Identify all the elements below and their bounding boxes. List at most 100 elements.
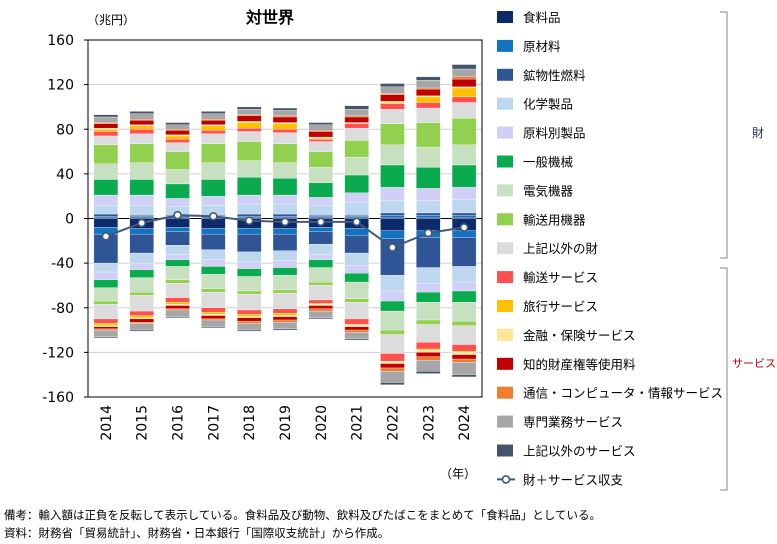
bar-segment (93, 326, 119, 330)
bar-segment (380, 187, 405, 201)
legend-item: 化学製品 (497, 97, 573, 112)
bar-segment (201, 307, 226, 313)
bar-segment (272, 289, 298, 294)
bar-segment (165, 245, 190, 255)
bar-segment (165, 254, 190, 260)
bar-segment (451, 237, 477, 267)
legend-item: 原料別製品 (497, 126, 586, 141)
bar-segment (344, 115, 369, 118)
legend-label: 財＋サービス収支 (523, 472, 624, 487)
bar-segment (416, 217, 441, 219)
bar-segment (165, 297, 190, 303)
legend-swatch (497, 271, 513, 284)
x-tick-label: 2016 (171, 405, 187, 441)
bar-segment (416, 237, 441, 268)
balance-point (459, 223, 469, 232)
bar-segment (380, 367, 405, 372)
bar-segment (93, 163, 119, 180)
legend-swatch (497, 415, 513, 428)
bar-segment (380, 215, 405, 218)
balance-point (316, 217, 326, 227)
bar-segment (308, 197, 333, 206)
y-tick-label: 120 (47, 78, 74, 94)
bar-segment (129, 295, 154, 312)
legend-item: 食料品 (497, 10, 561, 25)
bar-segment (237, 203, 262, 215)
bar-segment (165, 304, 190, 306)
bar-segment (344, 105, 369, 110)
bar-segment (237, 316, 262, 318)
bar-segment (416, 88, 441, 96)
bar-segment (344, 235, 369, 254)
bar-segment (201, 119, 226, 121)
bar-segment (344, 273, 369, 283)
bar-segment (237, 109, 262, 115)
bar-segment (129, 310, 154, 316)
bar-segment (93, 323, 119, 326)
legend-label: 輸送用機器 (523, 212, 586, 227)
bar-segment (416, 122, 441, 148)
bar-segment (451, 290, 477, 303)
bar-segment (272, 293, 298, 310)
footnotes: 備考：輸入額は正負を反転して表示している。食料品及び動物、飲料及びたばこをまとめ… (4, 506, 601, 542)
bar-segment (93, 218, 119, 228)
bar-segment (308, 303, 333, 305)
bar-segment (344, 127, 369, 141)
bar-segment (129, 262, 154, 270)
bar-segment (416, 267, 441, 284)
bar-segment (308, 304, 333, 306)
bar-segment (237, 106, 262, 110)
bar-segment (416, 324, 441, 343)
bar-segment (344, 109, 369, 117)
bar-segment (308, 281, 333, 286)
bar-segment (93, 122, 119, 124)
bar-segment (380, 218, 405, 231)
bar-segment (416, 283, 441, 293)
legend-swatch (497, 444, 513, 457)
bar-segment (201, 259, 226, 267)
bar-segment (272, 116, 298, 123)
bar-segment (416, 319, 441, 325)
bar-segment (201, 143, 226, 163)
bar-segment (451, 215, 477, 218)
bar-segment (237, 131, 262, 142)
bar-segment (201, 326, 226, 328)
bar-segment (344, 228, 369, 236)
legend-swatch (497, 300, 513, 312)
bar-segment (272, 123, 298, 130)
bar-segment (380, 382, 405, 385)
bar-segment (129, 277, 154, 293)
bar-segment (272, 129, 298, 133)
chart-title: 対世界 (245, 8, 294, 27)
balance-point (137, 218, 147, 228)
legend: 食料品原材料鉱物性燃料化学製品原料別製品一般機械電気機器輸送用機器上記以外の財輸… (497, 10, 723, 487)
bar-segment (272, 313, 298, 316)
bar-segment (308, 308, 333, 312)
bar-segment (451, 217, 477, 219)
bar-segment (416, 87, 441, 90)
bar-segment (344, 202, 369, 216)
bar-segment (380, 123, 405, 146)
bar-segment (451, 320, 477, 326)
legend-swatch (497, 97, 513, 110)
bar-segment (308, 139, 333, 142)
bar-segment (416, 188, 441, 201)
bar-segment (344, 324, 369, 327)
y-tick-label: 40 (56, 167, 74, 183)
legend-item: 上記以外のサービス (497, 444, 636, 459)
legend-label: 原料別製品 (523, 126, 586, 141)
balance-point (280, 217, 290, 227)
bar-segment (308, 244, 333, 255)
bar-segment (129, 143, 154, 163)
bar-segment (344, 122, 369, 124)
bar-segment (272, 308, 298, 314)
legend-swatch (497, 328, 513, 341)
bar-segment (380, 275, 405, 292)
bar-segment (451, 78, 477, 88)
bar-segment (380, 83, 405, 88)
bar-segment (237, 309, 262, 315)
bar-segment (165, 142, 190, 152)
bar-segment (451, 102, 477, 119)
bar-segment (308, 151, 333, 168)
bar-segment (93, 144, 119, 164)
